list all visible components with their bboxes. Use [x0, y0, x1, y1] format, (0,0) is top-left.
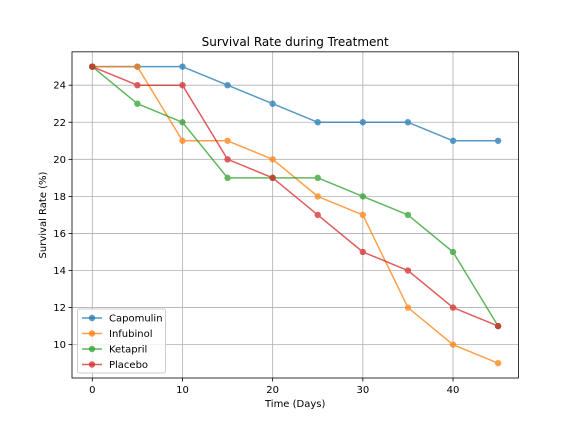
- plot-frame: [71, 51, 519, 379]
- y-tick-label: 10: [53, 340, 66, 351]
- legend-item: Capomulin: [82, 314, 163, 325]
- data-point: [179, 137, 186, 144]
- series-line: [91, 66, 499, 327]
- data-point: [269, 174, 276, 182]
- data-point: [314, 119, 321, 126]
- legend-entries: Capomulin Infubinol Ketapril Placebo: [82, 314, 163, 371]
- data-point: [449, 248, 457, 256]
- data-point: [359, 193, 367, 200]
- data-point: [179, 81, 186, 89]
- data-point: [224, 156, 231, 163]
- data-point: [449, 137, 457, 144]
- data-point: [224, 174, 231, 182]
- y-axis-label: Survival Rate (%): [38, 171, 49, 258]
- y-tick-label: 18: [53, 192, 66, 203]
- legend-item: Ketapril: [82, 345, 147, 356]
- data-point: [404, 119, 412, 126]
- y-tick-label: 14: [53, 266, 66, 277]
- x-tick-label: 0: [89, 385, 95, 396]
- data-point: [494, 359, 502, 367]
- data-point: [449, 341, 457, 348]
- data-point: [404, 267, 412, 274]
- data-point: [314, 193, 321, 200]
- legend-item: Infubinol: [82, 329, 153, 340]
- data-point: [359, 119, 367, 126]
- data-point: [359, 211, 367, 219]
- x-tick-label: 20: [266, 385, 279, 396]
- legend-label: Infubinol: [109, 329, 153, 340]
- x-tick-label: 30: [356, 385, 369, 396]
- data-point: [449, 304, 457, 311]
- legend-label: Capomulin: [109, 314, 163, 325]
- series-placebo: [89, 63, 502, 330]
- series-lines: [89, 63, 502, 367]
- data-point: [314, 174, 321, 182]
- legend-label: Ketapril: [109, 345, 147, 356]
- data-point: [134, 100, 141, 107]
- data-point: [179, 63, 186, 70]
- series-line: [92, 65, 499, 327]
- data-point: [359, 248, 367, 256]
- chart-title: Survival Rate during Treatment: [202, 35, 389, 49]
- data-point: [224, 137, 231, 144]
- data-point: [134, 81, 141, 89]
- y-tick-label: 20: [53, 155, 66, 166]
- data-point: [494, 322, 502, 330]
- legend-marker: [88, 314, 96, 322]
- legend-label: Placebo: [109, 360, 148, 371]
- data-point: [224, 81, 231, 89]
- axis-ticks: 0 10 20 30 40 10 12 14 16 18 20 22 24: [53, 81, 459, 396]
- legend-marker: [88, 330, 96, 337]
- y-tick-label: 22: [53, 118, 66, 129]
- data-point: [134, 63, 141, 70]
- series-line: [92, 65, 499, 142]
- data-point: [269, 156, 276, 163]
- data-point: [314, 211, 321, 219]
- data-point: [404, 211, 412, 219]
- x-tick-label: 40: [447, 385, 460, 396]
- x-tick-label: 10: [176, 385, 189, 396]
- y-tick-label: 24: [53, 81, 66, 92]
- legend-marker: [88, 361, 96, 368]
- x-axis-label: Time (Days): [264, 399, 326, 410]
- y-tick-label: 12: [53, 303, 66, 314]
- legend-marker: [88, 345, 96, 353]
- data-point: [89, 63, 96, 70]
- data-point: [494, 137, 502, 144]
- data-point: [404, 304, 412, 311]
- legend-box: [77, 308, 166, 374]
- legend: Capomulin Infubinol Ketapril Placebo: [77, 308, 166, 374]
- data-point: [179, 119, 186, 126]
- data-point: [269, 100, 276, 107]
- legend-item: Placebo: [82, 360, 148, 371]
- y-tick-label: 16: [53, 229, 66, 240]
